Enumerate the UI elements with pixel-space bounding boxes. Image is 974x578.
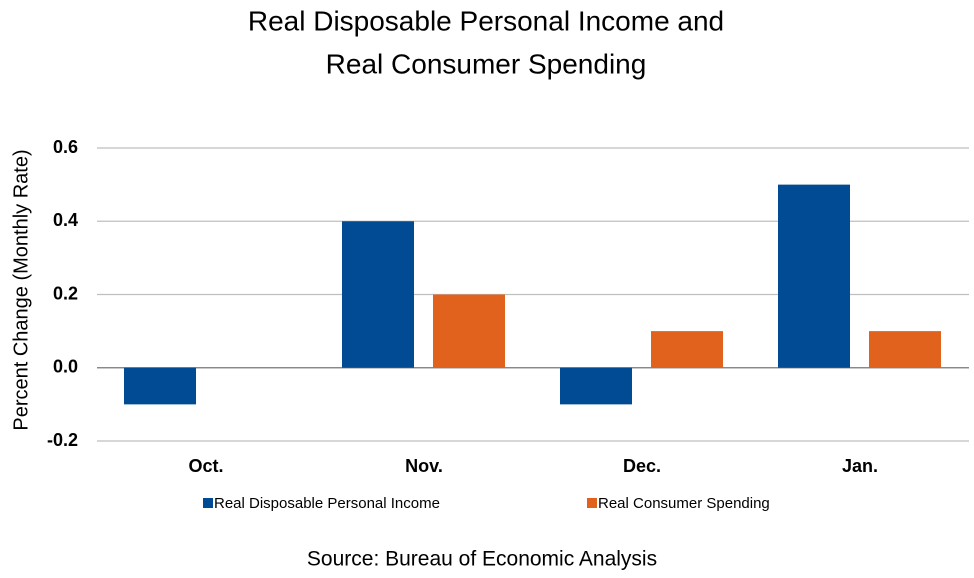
y-tick-label: 0.4 [53,210,78,230]
source-note: Source: Bureau of Economic Analysis [307,548,657,571]
bar [433,294,505,368]
legend-label: Real Disposable Personal Income [214,495,440,512]
x-tick-label: Nov. [405,456,443,476]
legend-swatch [203,498,213,508]
x-tick-label: Jan. [842,456,878,476]
y-axis-title: Percent Change (Monthly Rate) [10,149,32,430]
bar [560,367,632,405]
y-tick-label: -0.2 [47,430,78,450]
y-tick-label: 0.0 [53,357,78,377]
y-tick-label: 0.2 [53,283,78,303]
bar [342,221,414,368]
bar [651,331,723,368]
bar [124,367,196,405]
legend-swatch [587,498,597,508]
legend-label: Real Consumer Spending [598,495,770,512]
chart-title: Real Disposable Personal Income and [248,5,724,36]
chart-title: Real Consumer Spending [326,48,647,79]
bar [778,184,850,368]
x-tick-label: Oct. [188,456,223,476]
bar [869,331,941,368]
x-tick-label: Dec. [623,456,661,476]
y-tick-label: 0.6 [53,137,78,157]
